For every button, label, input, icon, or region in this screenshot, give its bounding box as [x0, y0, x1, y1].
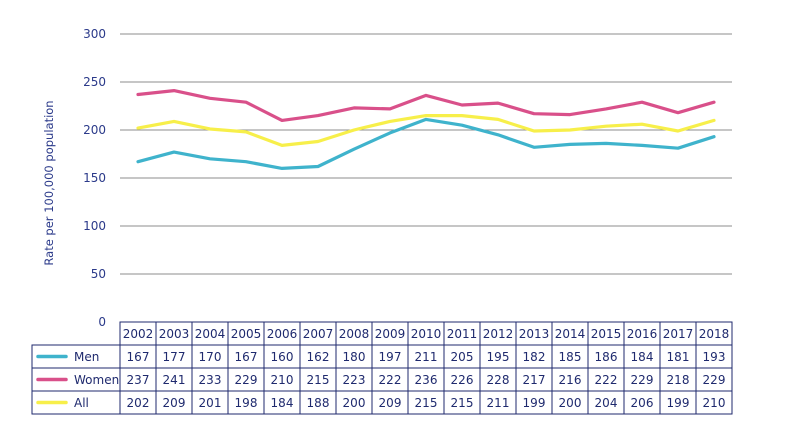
- table-cell-all-2014: 200: [559, 396, 582, 410]
- series-lines: [136, 88, 716, 170]
- table-cell-all-2006: 184: [271, 396, 294, 410]
- y-tick-250: 250: [83, 75, 106, 89]
- table-cell-men-2008: 180: [343, 350, 366, 364]
- series-line-men: [136, 117, 716, 170]
- series-line-all: [136, 113, 716, 147]
- table-header-2016: 2016: [627, 327, 658, 341]
- table-header-2007: 2007: [303, 327, 334, 341]
- table-cell-women-2003: 241: [163, 373, 186, 387]
- table-cell-all-2010: 215: [415, 396, 438, 410]
- gridlines: [120, 33, 732, 275]
- table-cell-women-2002: 237: [127, 373, 150, 387]
- table-cell-men-2017: 181: [667, 350, 690, 364]
- table-cell-all-2015: 204: [595, 396, 618, 410]
- y-tick-labels: 0 50 100 150 200 250 300: [83, 27, 106, 329]
- table-cell-all-2011: 215: [451, 396, 474, 410]
- table-cell-men-2010: 211: [415, 350, 438, 364]
- table-cell-women-2011: 226: [451, 373, 474, 387]
- table-cell-all-2002: 202: [127, 396, 150, 410]
- y-tick-150: 150: [83, 171, 106, 185]
- table-cell-men-2004: 170: [199, 350, 222, 364]
- table-header-2014: 2014: [555, 327, 586, 341]
- table-header-2017: 2017: [663, 327, 694, 341]
- legend-label-women: Women: [74, 373, 119, 387]
- y-tick-100: 100: [83, 219, 106, 233]
- table-cell-men-2018: 193: [703, 350, 726, 364]
- table-header-2005: 2005: [231, 327, 262, 341]
- table-cell-men-2016: 184: [631, 350, 654, 364]
- table-cell-women-2004: 233: [199, 373, 222, 387]
- table-cell-men-2007: 162: [307, 350, 330, 364]
- table-header-2002: 2002: [123, 327, 154, 341]
- table-cell-women-2009: 222: [379, 373, 402, 387]
- table-header-2010: 2010: [411, 327, 442, 341]
- data-table: 2002 2003 2004 2005 2006 2007 2008 2009 2010 2011…: [31, 321, 733, 415]
- table-cell-all-2017: 199: [667, 396, 690, 410]
- table-cell-women-2015: 222: [595, 373, 618, 387]
- table-cell-women-2018: 229: [703, 373, 726, 387]
- y-tick-200: 200: [83, 123, 106, 137]
- table-cell-men-2009: 197: [379, 350, 402, 364]
- table-cell-women-2006: 210: [271, 373, 294, 387]
- table-cell-all-2004: 201: [199, 396, 222, 410]
- table-cell-women-2012: 228: [487, 373, 510, 387]
- table-cell-women-2016: 229: [631, 373, 654, 387]
- table-header-2008: 2008: [339, 327, 370, 341]
- table-header-2009: 2009: [375, 327, 406, 341]
- table-header-2006: 2006: [267, 327, 298, 341]
- y-axis-label: Rate per 100,000 population: [42, 100, 56, 265]
- table-cell-men-2002: 167: [127, 350, 150, 364]
- table-header-2018: 2018: [699, 327, 730, 341]
- table-cell-all-2012: 211: [487, 396, 510, 410]
- table-header-2015: 2015: [591, 327, 622, 341]
- table-cell-women-2014: 216: [559, 373, 582, 387]
- table-cell-men-2012: 195: [487, 350, 510, 364]
- table-cell-all-2003: 209: [163, 396, 186, 410]
- table-header-2011: 2011: [447, 327, 478, 341]
- table-cell-women-2013: 217: [523, 373, 546, 387]
- table-cell-men-2013: 182: [523, 350, 546, 364]
- table-cell-all-2007: 188: [307, 396, 330, 410]
- table-header-2003: 2003: [159, 327, 190, 341]
- series-line-women: [136, 88, 716, 123]
- table-cell-women-2017: 218: [667, 373, 690, 387]
- table-cell-men-2014: 185: [559, 350, 582, 364]
- legend-label-men: Men: [74, 350, 99, 364]
- table-cell-men-2003: 177: [163, 350, 186, 364]
- table-cell-all-2009: 209: [379, 396, 402, 410]
- table-cell-all-2018: 210: [703, 396, 726, 410]
- table-cell-women-2007: 215: [307, 373, 330, 387]
- table-cell-all-2005: 198: [235, 396, 258, 410]
- table-header-2004: 2004: [195, 327, 226, 341]
- y-tick-50: 50: [91, 267, 106, 281]
- legend-label-all: All: [74, 396, 89, 410]
- table-cell-women-2010: 236: [415, 373, 438, 387]
- table-header-2013: 2013: [519, 327, 550, 341]
- table-cell-women-2005: 229: [235, 373, 258, 387]
- y-tick-300: 300: [83, 27, 106, 41]
- table-cell-all-2008: 200: [343, 396, 366, 410]
- table-cell-men-2011: 205: [451, 350, 474, 364]
- table-cell-men-2006: 160: [271, 350, 294, 364]
- table-cell-all-2013: 199: [523, 396, 546, 410]
- table-cell-women-2008: 223: [343, 373, 366, 387]
- table-cell-all-2016: 206: [631, 396, 654, 410]
- y-tick-0: 0: [98, 315, 106, 329]
- table-header-2012: 2012: [483, 327, 514, 341]
- table-cell-men-2005: 167: [235, 350, 258, 364]
- table-cell-men-2015: 186: [595, 350, 618, 364]
